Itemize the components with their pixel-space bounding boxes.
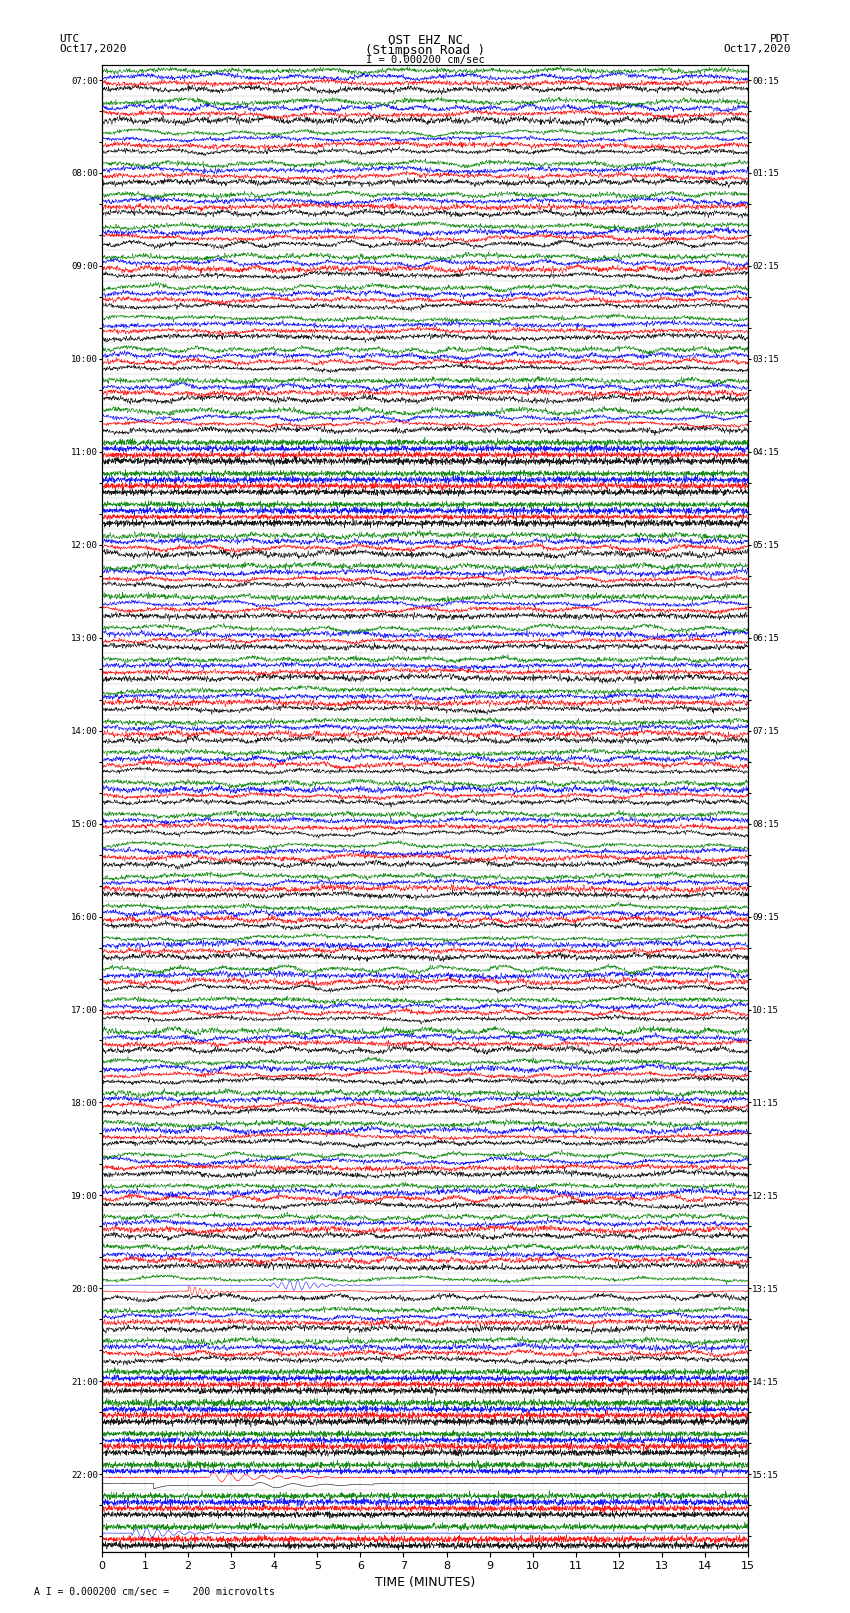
Text: PDT: PDT	[770, 34, 790, 44]
Text: UTC: UTC	[60, 34, 80, 44]
Text: OST EHZ NC: OST EHZ NC	[388, 34, 462, 47]
Text: Oct17,2020: Oct17,2020	[723, 44, 791, 53]
Text: (Stimpson Road ): (Stimpson Road )	[365, 44, 485, 56]
Text: I = 0.000200 cm/sec: I = 0.000200 cm/sec	[366, 55, 484, 65]
X-axis label: TIME (MINUTES): TIME (MINUTES)	[375, 1576, 475, 1589]
Text: Oct17,2020: Oct17,2020	[60, 44, 127, 53]
Text: A I = 0.000200 cm/sec =    200 microvolts: A I = 0.000200 cm/sec = 200 microvolts	[34, 1587, 275, 1597]
